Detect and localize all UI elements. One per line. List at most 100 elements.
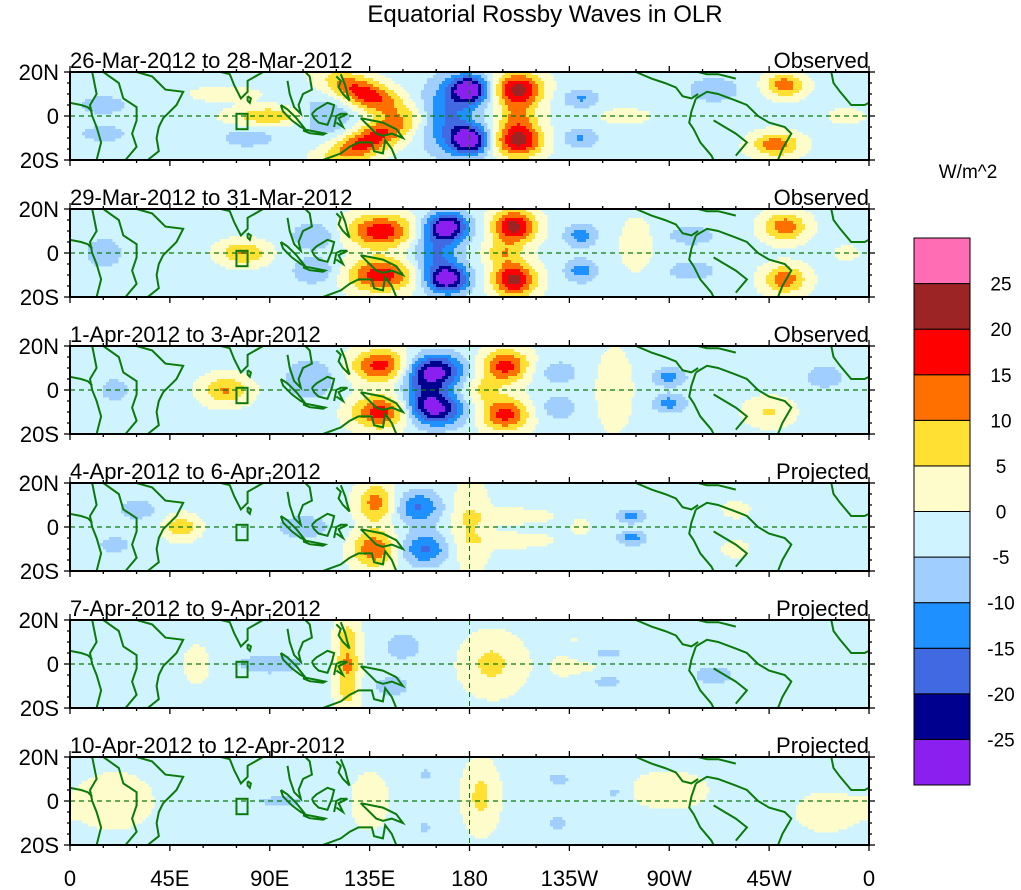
coastline-path (335, 758, 351, 787)
panel-date-range: 29-Mar-2012 to 31-Mar-2012 (70, 185, 352, 210)
panel-date-range: 4-Apr-2012 to 6-Apr-2012 (70, 459, 321, 484)
coastline-path (335, 621, 351, 650)
coastline-path (286, 72, 314, 118)
coastlines (70, 483, 869, 571)
region-box (235, 523, 249, 542)
coastline-path (302, 676, 329, 684)
y-tick-label: 20N (19, 334, 59, 359)
coastlines (70, 346, 869, 434)
panel-kind-label: Projected (776, 596, 869, 621)
coastline-path (322, 274, 398, 297)
y-tick-label: 20N (19, 60, 59, 85)
coastline-path (279, 378, 307, 405)
colorbar-level-label: -20 (987, 685, 1014, 706)
panel-4: 4-Apr-2012 to 6-Apr-2012 Projected 20N 0 20S (19, 459, 875, 584)
coastline-path (830, 209, 869, 243)
coastline-path (246, 369, 253, 379)
y-tick-label: 20S (20, 559, 59, 584)
colorbar-swatch (913, 693, 971, 740)
coastline-path (220, 72, 264, 101)
panel-1: 26-Mar-2012 to 28-Mar-2012 Observed 20N 0 20… (19, 48, 875, 173)
coastline-path (311, 375, 336, 400)
colorbar-level-label: 20 (990, 320, 1011, 341)
y-tick-label: 20N (19, 608, 59, 633)
panel-3: 1-Apr-2012 to 3-Apr-2012 Observed 20N 0 20S (19, 322, 875, 447)
coastline-path (102, 346, 138, 434)
x-tick-label: 0 (863, 866, 875, 890)
coastline-path (697, 346, 737, 354)
coastline-path (688, 98, 715, 160)
y-tick-label: 20S (20, 696, 59, 721)
coastline-path (102, 209, 138, 297)
colorbar: W/m^2 -25 -20 -15 -10 -5 0 5 10 15 20 25 (913, 162, 1015, 786)
coastline-path (635, 72, 699, 100)
coastline-path (246, 506, 253, 516)
region-box (235, 112, 249, 131)
coastline-path (359, 528, 406, 552)
colorbar-swatch (913, 328, 971, 376)
panel-kind-label: Observed (774, 322, 869, 347)
x-tick-label: 0 (64, 866, 76, 890)
coastline-path (688, 783, 715, 845)
coastline-path (830, 620, 869, 654)
coastline-path (136, 346, 185, 434)
colorbar-level-label: 5 (996, 457, 1007, 478)
y-tick-label: 20N (19, 745, 59, 770)
coastline-path (302, 813, 329, 821)
coastline-path (136, 620, 185, 708)
coastline-path (322, 822, 398, 845)
coastline-path (246, 780, 253, 790)
coastline-path (311, 238, 336, 263)
panel-2: 29-Mar-2012 to 31-Mar-2012 Observed 20N 0 20… (19, 185, 875, 310)
y-tick-label: 20S (20, 833, 59, 858)
coastline-path (322, 137, 398, 160)
colorbar-level-label: 25 (990, 275, 1011, 296)
y-tick-label: 20N (19, 197, 59, 222)
coastline-path (302, 128, 329, 136)
colorbar-level-label: -10 (987, 594, 1014, 615)
coastline-path (713, 256, 749, 294)
coastline-path (70, 101, 93, 113)
colorbar-swatch (913, 283, 971, 330)
x-tick-label: 90E (250, 866, 289, 890)
y-tick-label: 0 (47, 104, 59, 129)
coastline-path (311, 512, 336, 537)
colorbar-swatch (913, 419, 971, 467)
coastline-path (279, 241, 307, 268)
coastline-path (220, 757, 264, 786)
panel-date-range: 7-Apr-2012 to 9-Apr-2012 (70, 596, 321, 621)
x-tick-label: 135E (344, 866, 395, 890)
coastline-path (286, 483, 314, 529)
coastline-path (830, 346, 869, 380)
coastline-path (359, 391, 406, 415)
coastline-path (322, 685, 398, 708)
x-tick-label: 135W (541, 866, 599, 890)
colorbar-swatch (913, 738, 971, 786)
coastline-path (333, 523, 348, 541)
coastline-path (136, 209, 185, 297)
colorbar-level-label: 10 (990, 411, 1011, 432)
coastline-path (830, 72, 869, 106)
coastline-path (635, 483, 699, 511)
y-tick-label: 20N (19, 471, 59, 496)
y-tick-label: 20S (20, 422, 59, 447)
coastline-path (333, 660, 348, 678)
colorbar-level-label: 0 (996, 503, 1007, 524)
coastline-path (102, 757, 138, 845)
coastline-path (102, 72, 138, 160)
y-tick-label: 0 (47, 241, 59, 266)
region-box (235, 386, 249, 405)
x-tick-label: 45W (747, 866, 792, 890)
coastline-path (246, 232, 253, 242)
coastline-path (311, 786, 336, 811)
coastline-path (220, 209, 264, 238)
coastline-path (697, 483, 737, 491)
colorbar-swatch (913, 602, 971, 649)
panel-kind-label: Projected (776, 459, 869, 484)
coastline-path (70, 649, 93, 661)
coastline-path (713, 393, 749, 431)
coastline-path (311, 101, 336, 126)
coastline-path (246, 643, 253, 653)
coastline-path (713, 530, 749, 568)
coastline-path (102, 620, 138, 708)
